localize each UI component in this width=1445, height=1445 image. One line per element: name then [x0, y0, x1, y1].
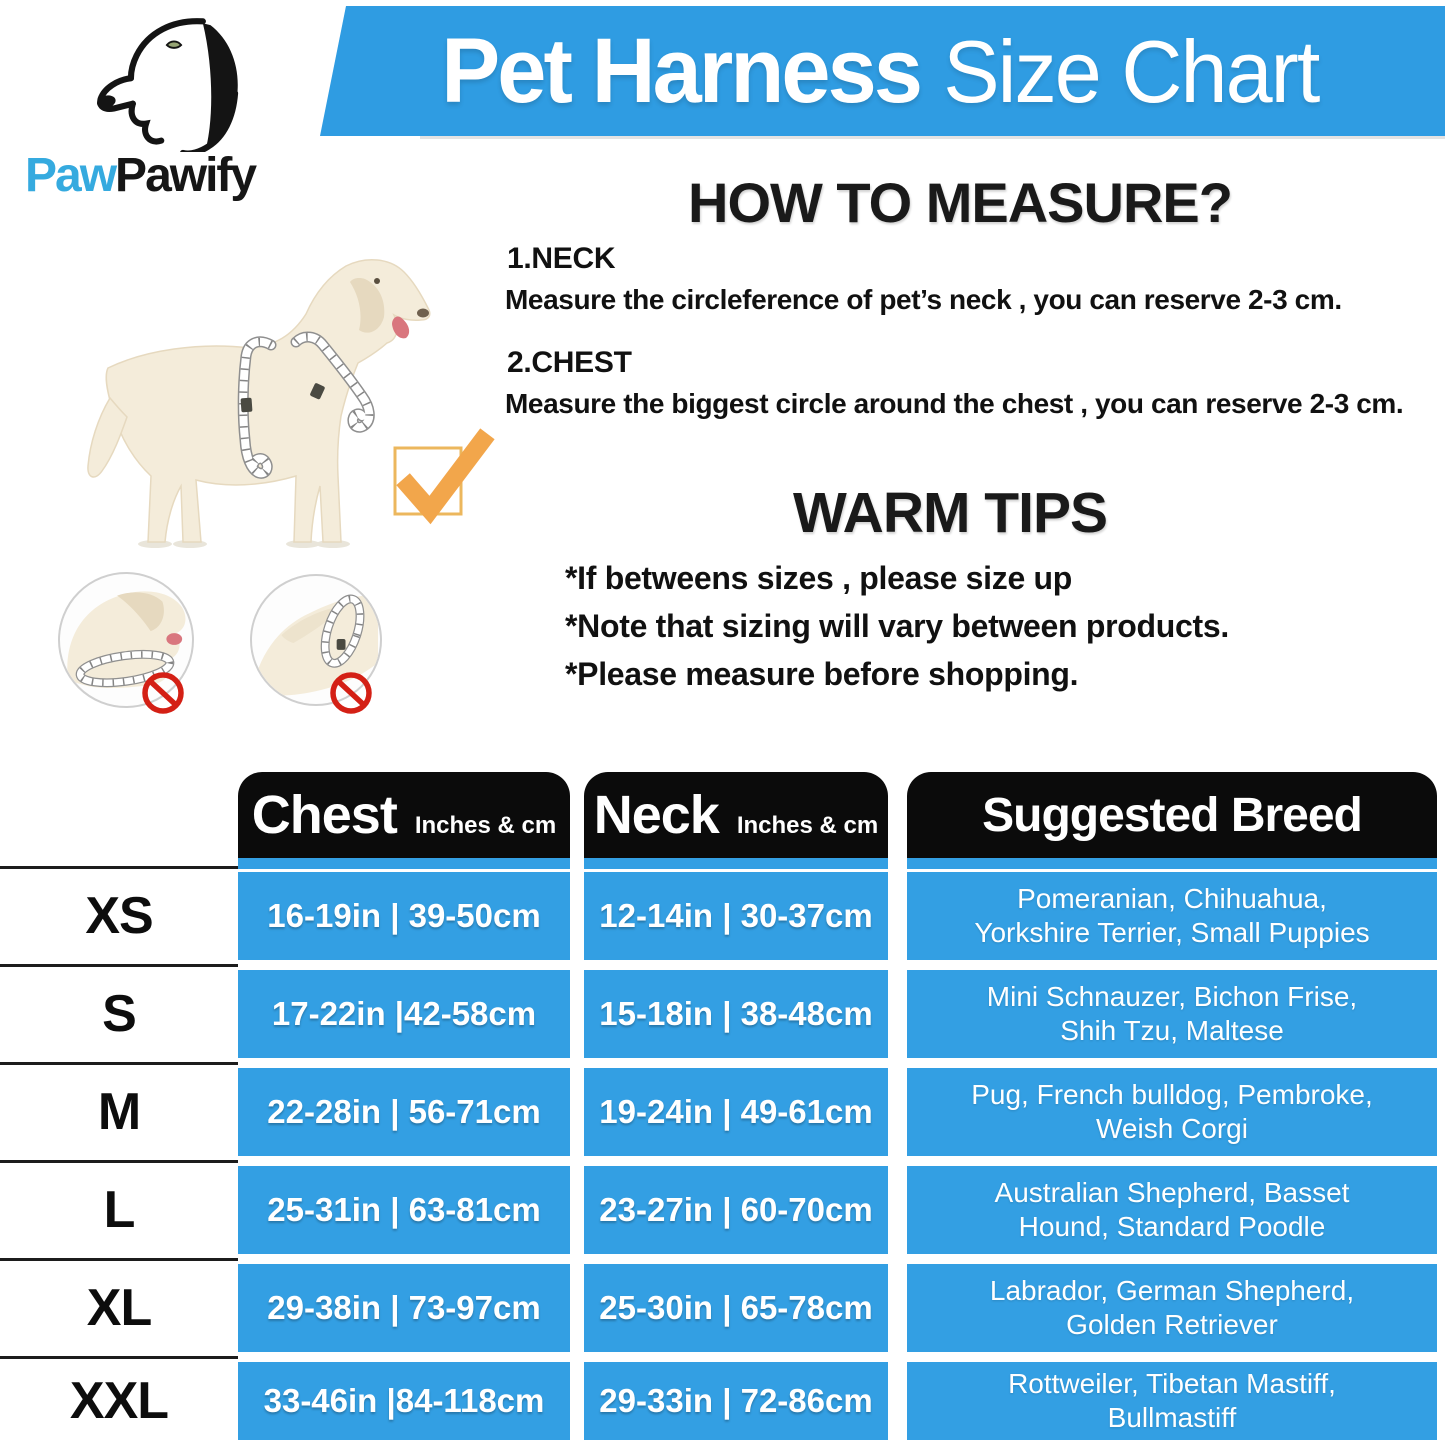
row-separator-line: [0, 964, 238, 967]
dog-nose: [417, 308, 429, 318]
chest-cell: 25-31in | 63-81cm: [238, 1166, 570, 1254]
neck-header-label: Neck: [593, 785, 720, 845]
row-separator-line: [0, 866, 238, 869]
neck-cell: 25-30in | 65-78cm: [584, 1264, 888, 1352]
neck-cell: 19-24in | 49-61cm: [584, 1068, 888, 1156]
neck-header-strip: [584, 858, 888, 869]
size-label: S: [102, 985, 137, 1043]
chest-cell: 16-19in | 39-50cm: [238, 872, 570, 960]
breed-cell: Mini Schnauzer, Bichon Frise, Shih Tzu, …: [907, 970, 1437, 1058]
neck-cell: 29-33in | 72-86cm: [584, 1362, 888, 1440]
title-banner: Pet Harness Size Chart: [320, 6, 1445, 136]
prohibition-icon: [142, 672, 184, 714]
row-separator-line: [0, 1062, 238, 1065]
breed-cell: Labrador, German Shepherd, Golden Retrie…: [907, 1264, 1437, 1352]
brand-name-blue: Paw: [25, 149, 117, 202]
chest-column-header: Chest Inches & cm: [238, 772, 570, 858]
breed-line-1: Labrador, German Shepherd,: [989, 1274, 1355, 1306]
size-label: L: [103, 1181, 136, 1239]
warm-tip: *If betweens sizes , please size up: [565, 560, 1073, 596]
table-row: L 25-31in | 63-81cm 23-27in | 60-70cm Au…: [0, 1160, 1445, 1254]
neck-cell: 12-14in | 30-37cm: [584, 872, 888, 960]
warm-tip: *Note that sizing will vary between prod…: [565, 608, 1229, 644]
row-separator-line: [0, 1160, 238, 1163]
neck-cell: 23-27in | 60-70cm: [584, 1166, 888, 1254]
breed-line-1: Mini Schnauzer, Bichon Frise,: [986, 980, 1358, 1012]
breed-line-1: Pug, French bulldog, Pembroke,: [971, 1078, 1373, 1110]
table-row: S 17-22in |42-58cm 15-18in | 38-48cm Min…: [0, 964, 1445, 1058]
neck-tape-icon: [290, 331, 375, 433]
warm-tips-list: *If betweens sizes , please size up *Not…: [565, 560, 1229, 704]
chest-header-label: Chest: [251, 785, 398, 845]
breed-line-2: Yorkshire Terrier, Small Puppies: [974, 917, 1370, 948]
dog-eye: [374, 278, 380, 284]
chest-header-strip: [238, 858, 570, 869]
breed-column-header: Suggested Breed: [907, 772, 1437, 858]
tape-icon: [75, 649, 175, 688]
breed-line-2: Weish Corgi: [1096, 1113, 1248, 1144]
dog-tail: [87, 396, 128, 478]
brand-name-dark: Pawify: [115, 149, 257, 202]
breed-cell: Rottweiler, Tibetan Mastiff, Bullmastiff: [907, 1362, 1437, 1440]
wrong-chest-measure-photo: [250, 574, 382, 706]
dog-body: [105, 259, 431, 543]
dog-ear: [350, 278, 385, 333]
breed-line-1: Pomeranian, Chihuahua,: [1017, 882, 1327, 914]
page-title-bold: Pet Harness: [440, 19, 923, 122]
logo-dog-icon: [97, 18, 239, 152]
table-row: XL 29-38in | 73-97cm 25-30in | 65-78cm L…: [0, 1258, 1445, 1352]
table-row: M 22-28in | 56-71cm 19-24in | 49-61cm Pu…: [0, 1062, 1445, 1156]
step-neck-text: Measure the circleference of pet’s neck …: [505, 284, 1342, 315]
chest-header-units: Inches & cm: [414, 812, 557, 839]
chest-cell: 29-38in | 73-97cm: [238, 1264, 570, 1352]
wrong-neck-measure-photo: [58, 572, 194, 708]
breed-cell: Pug, French bulldog, Pembroke, Weish Cor…: [907, 1068, 1437, 1156]
row-separator-line: [0, 1258, 238, 1261]
size-label: XXL: [69, 1372, 169, 1430]
page-title: Pet Harness Size Chart: [440, 19, 1320, 124]
size-label: XL: [86, 1279, 152, 1337]
breed-header-strip: [907, 858, 1437, 869]
dog-tongue: [392, 316, 410, 339]
banner-shadow: [420, 133, 1445, 139]
page-title-light: Size Chart: [942, 21, 1320, 121]
step-neck-label: 1.NECK: [507, 242, 616, 275]
breed-cell: Pomeranian, Chihuahua, Yorkshire Terrier…: [907, 872, 1437, 960]
breed-line-2: Bullmastiff: [1107, 1402, 1237, 1433]
breed-header-label: Suggested Breed: [982, 788, 1363, 842]
size-label: XS: [85, 887, 153, 945]
row-separator-line: [0, 1356, 238, 1359]
dog-measuring-photo: [87, 259, 431, 548]
size-label: M: [97, 1083, 141, 1141]
breed-line-2: Hound, Standard Poodle: [1018, 1211, 1326, 1242]
neck-cell: 15-18in | 38-48cm: [584, 970, 888, 1058]
breed-line-2: Shih Tzu, Maltese: [1060, 1015, 1284, 1046]
neck-column-header: Neck Inches & cm: [584, 772, 888, 858]
check-icon: [393, 428, 495, 525]
warm-tips-heading: WARM TIPS: [793, 481, 1108, 545]
breed-cell: Australian Shepherd, Basset Hound, Stand…: [907, 1166, 1437, 1254]
breed-line-2: Golden Retriever: [1066, 1309, 1278, 1340]
warm-tip: *Please measure before shopping.: [565, 656, 1079, 692]
brand-name: PawPawify: [25, 148, 305, 203]
tape-icon: [320, 594, 365, 668]
chest-cell: 33-46in |84-118cm: [238, 1362, 570, 1440]
how-to-measure-heading: HOW TO MEASURE?: [688, 171, 1233, 234]
chest-cell: 22-28in | 56-71cm: [238, 1068, 570, 1156]
neck-header-units: Inches & cm: [736, 812, 879, 839]
breed-line-1: Rottweiler, Tibetan Mastiff,: [1008, 1367, 1336, 1399]
table-row: XS 16-19in | 39-50cm 12-14in | 30-37cm P…: [0, 866, 1445, 960]
chest-cell: 17-22in |42-58cm: [238, 970, 570, 1058]
table-row: XXL 33-46in |84-118cm 29-33in | 72-86cm …: [0, 1356, 1445, 1440]
step-chest-label: 2.CHEST: [507, 346, 632, 379]
prohibition-icon: [330, 672, 372, 714]
chest-tape-icon: [237, 336, 277, 479]
step-chest-text: Measure the biggest circle around the ch…: [505, 388, 1404, 419]
breed-line-1: Australian Shepherd, Basset: [994, 1176, 1350, 1208]
